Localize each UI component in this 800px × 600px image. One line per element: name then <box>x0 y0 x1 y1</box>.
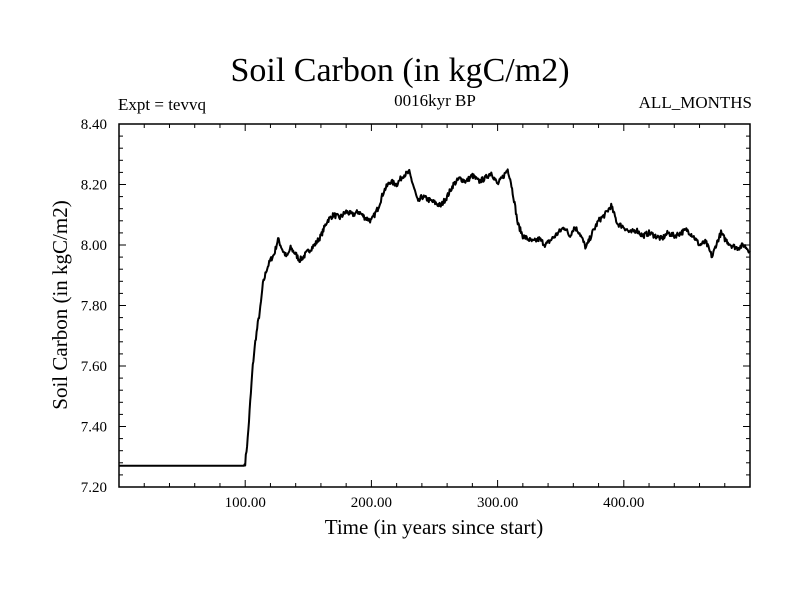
x-tick-label: 400.00 <box>603 495 644 511</box>
y-tick-label: 7.60 <box>81 359 107 375</box>
y-tick-label: 8.00 <box>81 238 107 254</box>
period-label: 0016kyr BP <box>394 91 476 110</box>
y-axis-title: Soil Carbon (in kgC/m2) <box>48 200 72 409</box>
y-tick-label: 8.20 <box>81 178 107 194</box>
tick-labels: 100.00 200.00 300.00 400.00 7.20 7.40 7.60 7.80… <box>81 117 645 511</box>
series-layer <box>118 168 751 467</box>
x-tick-label: 200.00 <box>351 495 392 511</box>
y-tick-label: 7.20 <box>81 480 107 496</box>
y-tick-label: 8.40 <box>81 117 107 133</box>
tick-marks <box>119 124 750 487</box>
y-tick-label: 7.40 <box>81 420 107 436</box>
x-tick-label: 300.00 <box>477 495 518 511</box>
plot-frame <box>118 123 751 488</box>
x-tick-label: 100.00 <box>225 495 266 511</box>
y-tick-label: 7.80 <box>81 299 107 315</box>
experiment-label: Expt = tevvq <box>118 95 206 114</box>
x-axis-title: Time (in years since start) <box>325 515 544 539</box>
chart-title: Soil Carbon (in kgC/m2) <box>230 52 570 89</box>
soil-carbon-series-line <box>118 168 751 467</box>
months-label: ALL_MONTHS <box>638 93 752 112</box>
